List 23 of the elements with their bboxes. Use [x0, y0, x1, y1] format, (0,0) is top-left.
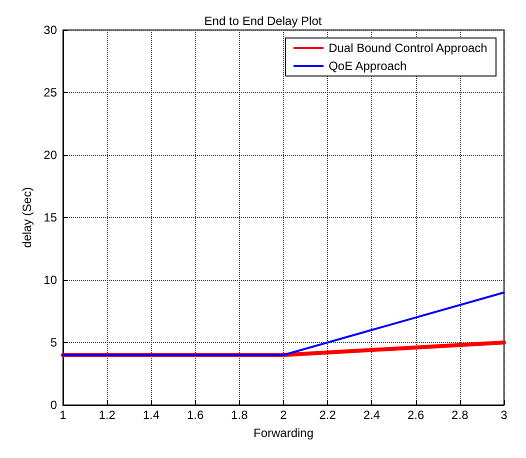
legend-label: QoE Approach	[328, 59, 407, 73]
x-tick-label: 1	[60, 408, 67, 422]
y-tick-label: 30	[44, 23, 58, 37]
x-tick-label: 2.6	[407, 408, 424, 422]
y-tick-label: 0	[50, 398, 58, 412]
x-tick-label: 2.8	[452, 408, 469, 422]
legend-label: Dual Bound Control Approach	[328, 41, 488, 55]
y-tick-label: 15	[44, 210, 58, 224]
y-tick-label: 10	[44, 273, 58, 287]
y-tick-label: 25	[44, 86, 58, 100]
x-tick-label: 3	[500, 408, 508, 422]
y-tick-label: 20	[44, 148, 58, 162]
x-tick-label: 2	[280, 408, 288, 422]
x-tick-label: 1.8	[231, 408, 248, 422]
chart-title: End to End Delay Plot	[204, 14, 322, 28]
x-tick-label: 1.4	[142, 408, 160, 422]
y-tick-label: 5	[50, 336, 58, 350]
x-tick-label: 2.2	[319, 408, 336, 422]
x-tick-label: 1.2	[98, 408, 116, 422]
x-tick-label: 1.6	[186, 408, 204, 422]
y-axis-title: delay (Sec)	[20, 187, 34, 248]
x-tick-label: 2.4	[363, 408, 380, 422]
x-axis-title: Forwarding	[253, 426, 314, 440]
